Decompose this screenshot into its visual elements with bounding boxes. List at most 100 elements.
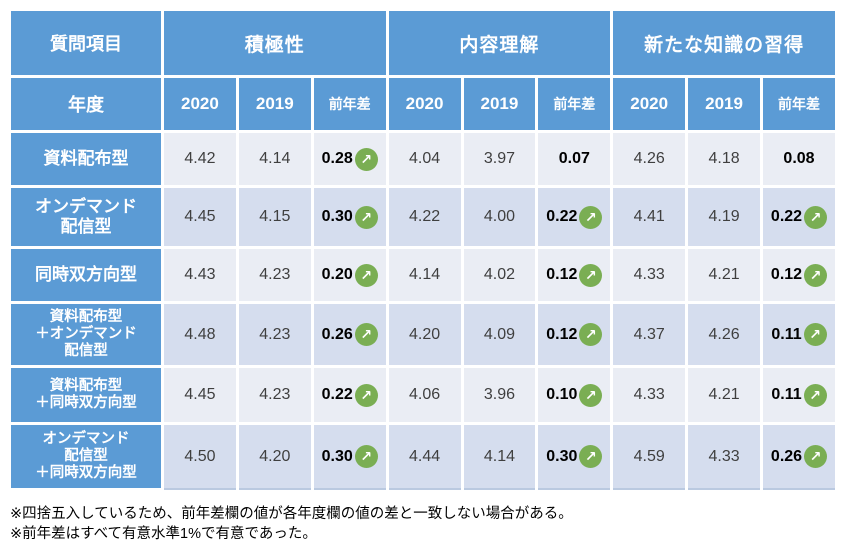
diff-value: 0.22 — [321, 386, 353, 403]
survey-results-table: 質問項目 積極性 内容理解 新たな知識の習得 年度 2020 2019 前年差 202… — [8, 8, 838, 491]
value-cell: 4.41 — [613, 188, 686, 246]
diff-cell: 0.11 ↗ — [763, 368, 835, 422]
value-cell: 4.42 — [164, 133, 236, 185]
table-row: 資料配布型 ＋オンデマンド 配信型 4.48 4.23 0.26 ↗ 4.20 4.09 0.… — [11, 304, 835, 365]
diff-cell: 0.26 ↗ — [763, 425, 835, 488]
value-cell: 4.14 — [238, 133, 311, 185]
diff-value: 0.20 — [321, 266, 353, 283]
diff-value: 0.26 — [321, 325, 353, 343]
value-cell: 4.44 — [388, 425, 461, 488]
table-row: 同時双方向型 4.43 4.23 0.20 ↗ 4.14 4.02 0.12 ↗ 4.33 4.21… — [11, 249, 835, 301]
value-cell: 4.14 — [388, 249, 461, 301]
table-body: 資料配布型 4.42 4.14 0.28 ↗ 4.04 3.97 0.07 4.26 4.18 0.… — [11, 133, 835, 488]
year-column-header: 2020 — [388, 78, 461, 130]
row-label: オンデマンド 配信型 ＋同時双方向型 — [11, 425, 161, 488]
value-cell: 4.26 — [613, 133, 686, 185]
value-cell: 4.14 — [463, 425, 536, 488]
row-label: 資料配布型 ＋オンデマンド 配信型 — [11, 304, 161, 365]
diff-cell: 0.30 ↗ — [313, 425, 386, 488]
diff-cell: 0.30 ↗ — [313, 188, 386, 246]
value-cell: 4.37 — [613, 304, 686, 365]
diff-value: 0.22 — [546, 208, 578, 225]
group-header-new-knowledge: 新たな知識の習得 — [613, 11, 835, 75]
up-trend-icon: ↗ — [579, 205, 603, 229]
diff-value: 0.10 — [546, 386, 578, 403]
table-row: 資料配布型 4.42 4.14 0.28 ↗ 4.04 3.97 0.07 4.26 4.18 0.… — [11, 133, 835, 185]
diff-value: 0.12 — [546, 325, 578, 343]
year-column-header: 2019 — [463, 78, 536, 130]
diff-value: 0.28 — [321, 150, 353, 167]
row-label: 同時双方向型 — [11, 249, 161, 301]
diff-value: 0.22 — [770, 208, 803, 225]
table-row: オンデマンド 配信型 ＋同時双方向型 4.50 4.20 0.30 ↗ 4.44 4.14 0… — [11, 425, 835, 488]
year-column-header: 2019 — [238, 78, 311, 130]
diff-column-header: 前年差 — [313, 78, 386, 130]
diff-column-header: 前年差 — [538, 78, 611, 130]
up-trend-icon: ↗ — [354, 383, 378, 407]
value-cell: 4.45 — [164, 188, 236, 246]
value-cell: 4.06 — [388, 368, 461, 422]
diff-cell: 0.22 ↗ — [313, 368, 386, 422]
diff-cell: 0.07 — [538, 133, 611, 185]
up-trend-icon: ↗ — [354, 323, 378, 346]
value-cell: 4.04 — [388, 133, 461, 185]
value-cell: 4.00 — [463, 188, 536, 246]
diff-column-header: 前年差 — [763, 78, 835, 130]
year-header-row: 年度 2020 2019 前年差 2020 2019 前年差 2020 2019 前年差 — [11, 78, 835, 130]
group-header-proactiveness: 積極性 — [164, 11, 386, 75]
up-trend-icon: ↗ — [804, 445, 828, 468]
value-cell: 4.19 — [688, 188, 760, 246]
value-cell: 4.50 — [164, 425, 236, 488]
value-cell: 4.33 — [688, 425, 760, 488]
diff-cell: 0.22 ↗ — [538, 188, 611, 246]
value-cell: 4.23 — [238, 249, 311, 301]
footnote-rounding: ※四捨五入しているため、前年差欄の値が各年度欄の値の差と一致しない場合がある。 — [10, 506, 573, 522]
diff-value: 0.30 — [321, 447, 353, 465]
row-label: 資料配布型 ＋同時双方向型 — [11, 368, 161, 422]
value-cell: 4.22 — [388, 188, 461, 246]
up-trend-icon: ↗ — [354, 147, 378, 171]
value-cell: 4.26 — [688, 304, 760, 365]
diff-value: 0.07 — [558, 150, 590, 167]
up-trend-icon: ↗ — [803, 323, 827, 346]
value-cell: 4.33 — [613, 249, 686, 301]
up-trend-icon: ↗ — [579, 323, 603, 346]
diff-cell: 0.30 ↗ — [538, 425, 611, 488]
row-label: 資料配布型 — [11, 133, 161, 185]
group-header-row: 質問項目 積極性 内容理解 新たな知識の習得 — [11, 11, 835, 75]
diff-cell: 0.26 ↗ — [313, 304, 386, 365]
value-cell: 4.23 — [238, 368, 311, 422]
diff-value: 0.11 — [771, 325, 802, 343]
value-cell: 3.97 — [463, 133, 536, 185]
value-cell: 4.43 — [164, 249, 236, 301]
year-column-header: 2019 — [688, 78, 760, 130]
diff-cell: 0.12 ↗ — [763, 249, 835, 301]
up-trend-icon: ↗ — [354, 263, 378, 287]
value-cell: 4.48 — [164, 304, 236, 365]
footnotes: ※四捨五入しているため、前年差欄の値が各年度欄の値の差と一致しない場合がある。 … — [10, 504, 573, 545]
up-trend-icon: ↗ — [804, 263, 828, 287]
value-cell: 4.02 — [463, 249, 536, 301]
value-cell: 4.15 — [238, 188, 311, 246]
year-column-header: 2020 — [613, 78, 686, 130]
diff-cell: 0.22 ↗ — [763, 188, 835, 246]
up-trend-icon: ↗ — [354, 445, 378, 468]
year-column-header: 2020 — [164, 78, 236, 130]
value-cell: 4.20 — [238, 425, 311, 488]
group-header-content-understanding: 内容理解 — [388, 11, 611, 75]
value-cell: 4.21 — [688, 368, 760, 422]
table-row: 資料配布型 ＋同時双方向型 4.45 4.23 0.22 ↗ 4.06 3.96 0.10 ↗ 4… — [11, 368, 835, 422]
up-trend-icon: ↗ — [579, 445, 603, 468]
diff-value: 0.30 — [321, 208, 353, 225]
diff-cell: 0.12 ↗ — [538, 249, 611, 301]
value-cell: 3.96 — [463, 368, 536, 422]
diff-cell: 0.10 ↗ — [538, 368, 611, 422]
value-cell: 4.20 — [388, 304, 461, 365]
diff-cell: 0.08 — [763, 133, 835, 185]
diff-value: 0.12 — [770, 266, 803, 283]
up-trend-icon: ↗ — [354, 205, 378, 229]
value-cell: 4.45 — [164, 368, 236, 422]
diff-value: 0.12 — [546, 266, 578, 283]
corner-header-question-items: 質問項目 — [11, 11, 161, 75]
diff-value: 0.30 — [546, 447, 578, 465]
